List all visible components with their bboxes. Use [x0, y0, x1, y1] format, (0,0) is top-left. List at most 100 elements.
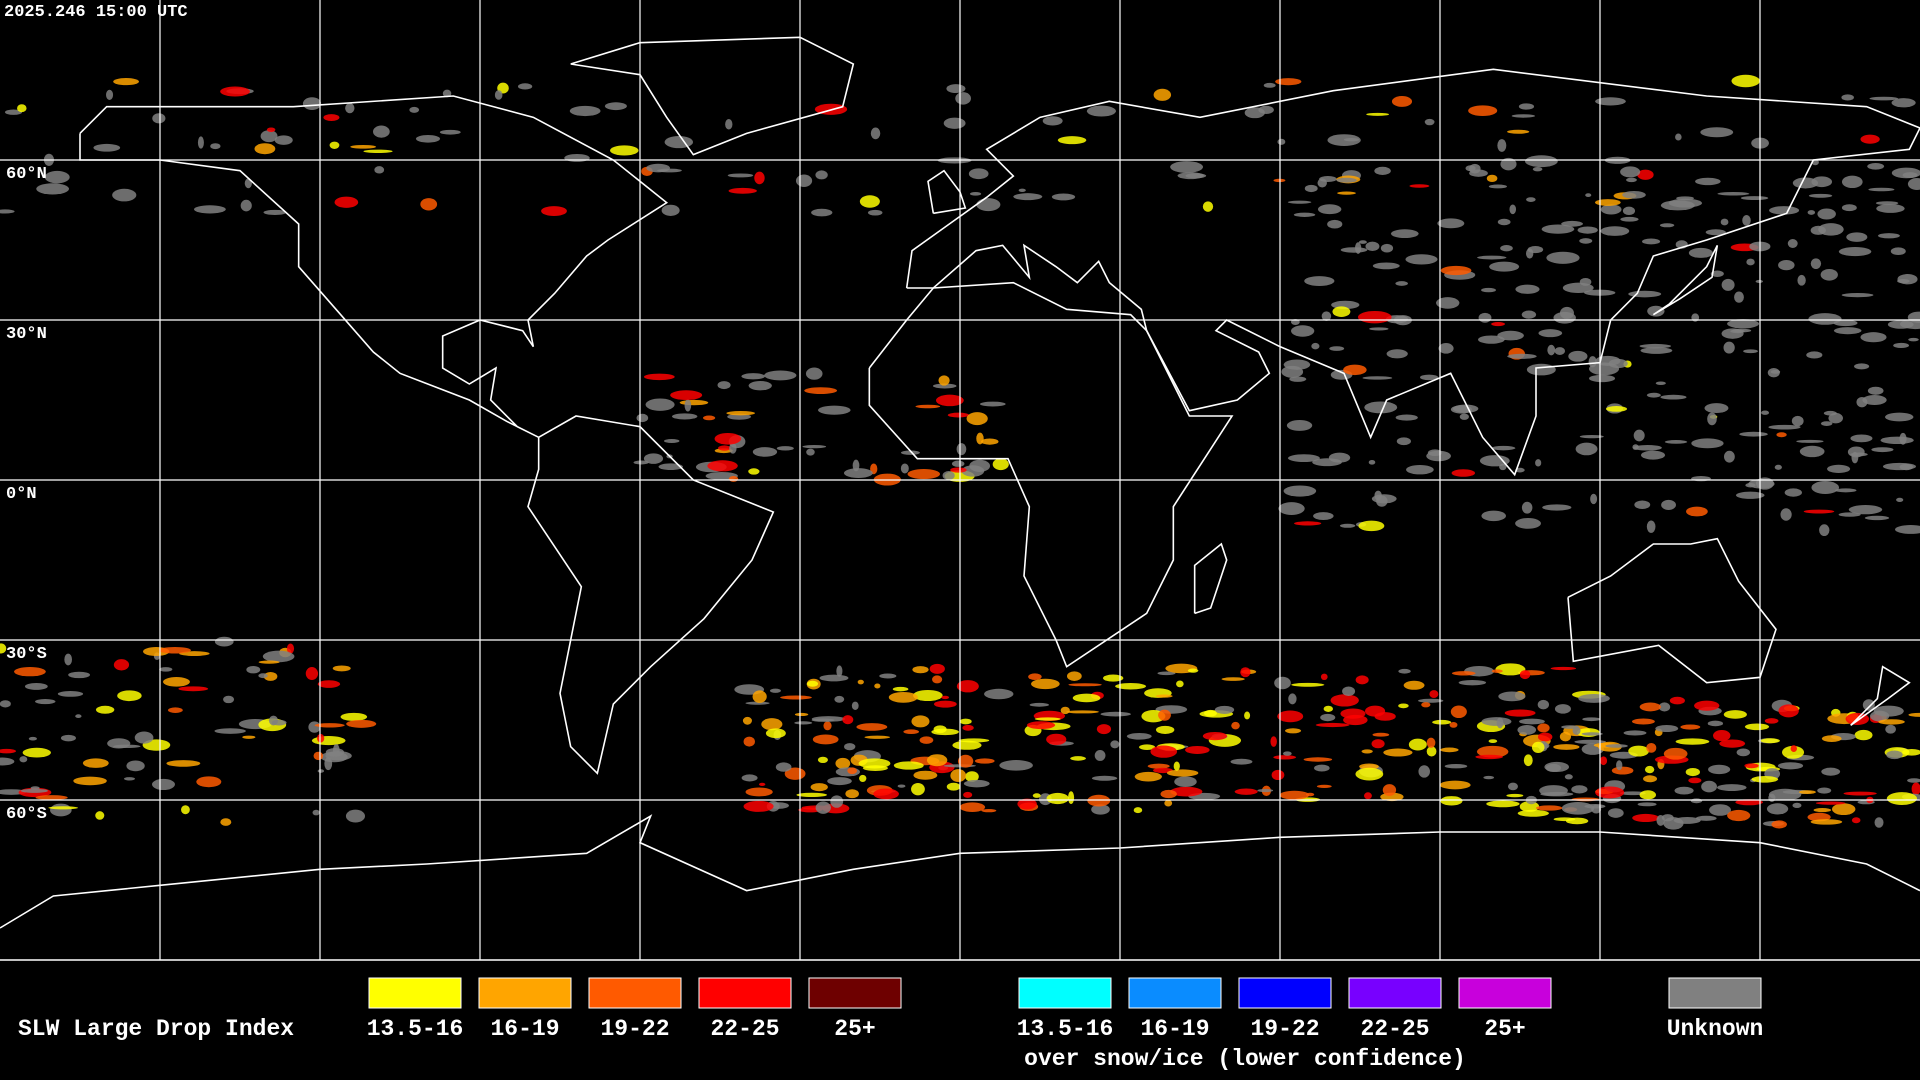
- cloud-patch: [1366, 112, 1390, 116]
- cloud-patch: [959, 802, 986, 812]
- cloud-patch: [1686, 506, 1708, 517]
- cloud-patch: [1832, 803, 1856, 816]
- cloud-patch: [1746, 258, 1755, 266]
- graticule: [0, 0, 1920, 960]
- cloud-patch: [1057, 136, 1087, 145]
- cloud-patch: [1476, 745, 1509, 758]
- cloud-patch: [214, 636, 234, 647]
- cloud-patch: [1764, 718, 1779, 724]
- cloud-patch: [661, 204, 680, 216]
- cloud-patch: [1694, 700, 1720, 711]
- cloud-patch: [1527, 246, 1544, 254]
- legend-label: 25+: [834, 1016, 875, 1042]
- cloud-patch: [1395, 414, 1418, 421]
- cloud-patch: [946, 84, 966, 94]
- cloud-patch: [968, 168, 989, 180]
- cloud-patch: [1283, 359, 1311, 370]
- cloud-patch: [1489, 261, 1520, 272]
- cloud-patch: [794, 712, 809, 717]
- legend-swatch: [698, 977, 792, 1009]
- cloud-patch: [758, 782, 766, 786]
- cloud-patch: [1847, 446, 1865, 458]
- cloud-patch: [1497, 330, 1524, 341]
- cloud-patch: [1886, 750, 1903, 760]
- cloud-patch: [1421, 702, 1431, 708]
- cloud-patch: [1278, 502, 1305, 516]
- cloud-patch: [1343, 714, 1368, 726]
- cloud-patch: [1590, 493, 1598, 505]
- cloud-patch: [20, 788, 48, 793]
- cloud-patch: [1885, 724, 1896, 734]
- cloud-patch: [60, 734, 76, 742]
- cloud-patch: [1521, 501, 1533, 514]
- cloud-patch: [1744, 723, 1770, 731]
- cloud-patch: [1170, 786, 1203, 797]
- cloud-patch: [1535, 459, 1542, 467]
- cloud-patch: [1744, 763, 1759, 769]
- cloud-patch: [812, 734, 839, 745]
- cloud-patch: [1091, 775, 1118, 781]
- cloud-patch: [1070, 756, 1086, 761]
- cloud-patch: [1173, 761, 1180, 771]
- cloud-patch: [1798, 790, 1816, 794]
- cloud-patch: [1372, 262, 1400, 270]
- lat-labels: 60°N 30°N 0°N 30°S 60°S: [6, 165, 47, 824]
- cloud-patch: [912, 666, 929, 674]
- cloud-patch: [1821, 735, 1842, 742]
- cloud-patch: [1700, 127, 1734, 138]
- cloud-patch: [1176, 680, 1184, 688]
- legend-swatch: [1018, 977, 1112, 1009]
- cloud-patch: [966, 412, 988, 426]
- cloud-patch: [1451, 469, 1476, 477]
- cloud-patch: [1553, 744, 1580, 750]
- cloud-patch: [1436, 297, 1460, 309]
- cloud-patch: [1868, 187, 1895, 192]
- cloud-patch: [1646, 392, 1661, 398]
- cloud-patch: [764, 370, 797, 381]
- cloud-patch: [1289, 376, 1307, 382]
- cloud-patch: [955, 92, 971, 105]
- cloud-patch: [795, 174, 813, 187]
- cloud-patch: [1628, 290, 1662, 298]
- cloud-patch: [943, 117, 966, 129]
- cloud-patch: [1774, 464, 1782, 470]
- cloud-patch: [1214, 705, 1235, 714]
- cloud-patch: [178, 686, 209, 692]
- cloud-patch: [1736, 748, 1751, 757]
- cloud-patch: [1257, 788, 1274, 793]
- cloud-patch: [1578, 693, 1610, 703]
- cloud-patch: [1164, 799, 1173, 807]
- cloud-patch: [1640, 450, 1666, 460]
- cloud-patch: [1893, 342, 1910, 349]
- cloud-patch: [1605, 744, 1628, 748]
- cloud-patch: [1631, 718, 1655, 725]
- cloud-patch: [1869, 96, 1899, 101]
- cloud-patch: [1634, 500, 1651, 510]
- cloud-patch: [1126, 732, 1152, 740]
- cloud-patch: [919, 736, 934, 744]
- cloud-patch: [999, 760, 1033, 771]
- cloud-patch: [679, 399, 709, 406]
- cloud-patch: [1139, 744, 1156, 750]
- cloud-patch: [1674, 786, 1694, 795]
- cloud-patch: [1364, 401, 1398, 414]
- cloud-patch: [969, 459, 991, 472]
- cloud-patch: [802, 445, 827, 449]
- cloud-patch: [1589, 374, 1616, 383]
- cloud-patch: [745, 787, 773, 797]
- cloud-patch: [1885, 412, 1914, 422]
- cloud-patch: [313, 751, 324, 761]
- cloud-patch: [569, 105, 601, 117]
- cloud-patch: [888, 691, 918, 703]
- cloud-patch: [1850, 434, 1873, 443]
- cloud-patch: [1815, 801, 1846, 805]
- legend-label: 19-22: [1250, 1016, 1319, 1042]
- cloud-patch: [1768, 424, 1801, 430]
- cloud-patch: [1811, 481, 1840, 495]
- cloud-patch: [57, 690, 84, 697]
- cloud-patch: [1871, 447, 1894, 453]
- cloud-patch: [439, 129, 461, 135]
- cloud-patch: [938, 375, 950, 386]
- cloud-patch: [1545, 763, 1562, 773]
- cloud-patch: [844, 743, 856, 751]
